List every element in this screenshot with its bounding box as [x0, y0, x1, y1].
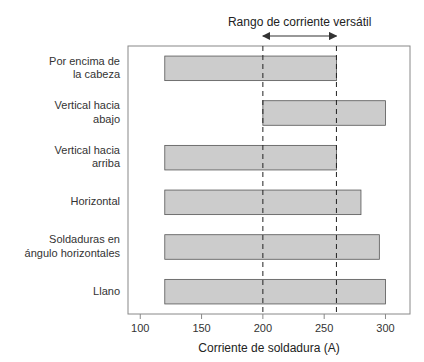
- y-axis: Llano Soldaduras enángulo horizontales Hor…: [25, 55, 121, 297]
- bar: [165, 145, 337, 170]
- y-tick-label: Soldaduras enángulo horizontales: [25, 233, 121, 258]
- reference-line: [336, 46, 337, 314]
- y-tick-label: Por encima dela cabeza: [49, 55, 121, 80]
- x-tick: [324, 314, 325, 319]
- bar: [165, 279, 386, 304]
- annotation-arrow: [263, 35, 337, 36]
- x-tick-label: 250: [315, 322, 333, 334]
- y-tick-label: Vertical haciaabajo: [55, 99, 121, 124]
- x-tick: [140, 314, 141, 319]
- x-tick-label: 150: [192, 322, 210, 334]
- chart-container: 100 150 200 250 300 Corriente de soldadura (A…: [0, 0, 424, 362]
- x-tick-label: 300: [376, 322, 394, 334]
- y-tick-label: Vertical haciaarriba: [55, 144, 121, 169]
- x-tick-label: 100: [131, 322, 149, 334]
- reference-line: [262, 46, 263, 314]
- bar: [263, 101, 386, 126]
- bar: [165, 56, 337, 81]
- chart: 100 150 200 250 300 Corriente de soldadura (A…: [0, 0, 424, 362]
- bar: [165, 235, 380, 260]
- x-tick-label: 200: [254, 322, 272, 334]
- plot-frame: [128, 46, 410, 314]
- x-axis: 100 150 200 250 300: [131, 314, 395, 334]
- annotation-text: Rango de corriente versátil: [228, 15, 371, 29]
- y-tick-label: Horizontal: [70, 195, 120, 207]
- x-tick: [262, 314, 263, 319]
- y-tick-label: Llano: [93, 285, 120, 297]
- x-axis-label: Corriente de soldadura (A): [198, 341, 339, 355]
- x-tick: [201, 314, 202, 319]
- x-tick: [385, 314, 386, 319]
- plot-area: [165, 46, 386, 314]
